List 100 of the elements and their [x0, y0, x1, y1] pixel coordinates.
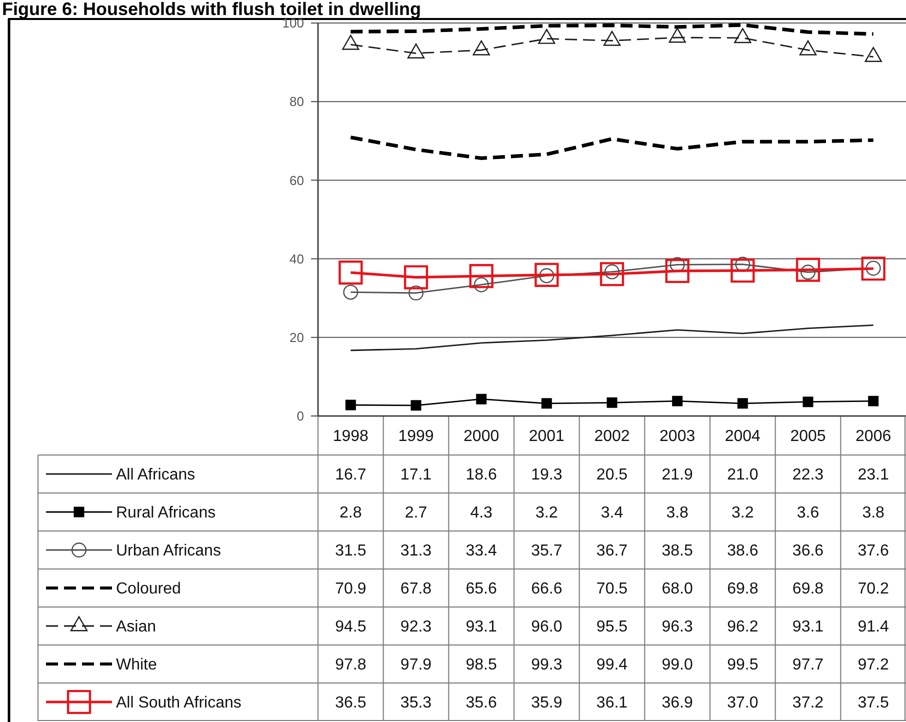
- data-label: 37.5: [858, 694, 890, 712]
- data-label: 35.9: [531, 694, 562, 712]
- data-label: 3.8: [862, 504, 885, 522]
- data-label: 96.0: [531, 618, 562, 636]
- data-label: 3.8: [666, 504, 689, 522]
- legend-label: Asian: [116, 618, 156, 636]
- x-tick-label: 2004: [724, 428, 761, 446]
- point: [868, 396, 879, 406]
- data-label: 38.6: [727, 542, 758, 560]
- x-tick-label: 2006: [856, 428, 892, 446]
- data-label: 36.6: [792, 542, 824, 560]
- point: [407, 43, 425, 58]
- point: [469, 264, 494, 288]
- data-label: 91.4: [858, 618, 890, 636]
- data-label: 2.7: [404, 504, 428, 522]
- point: [734, 28, 752, 44]
- data-label: 35.6: [466, 694, 498, 712]
- data-label: 65.6: [466, 580, 498, 598]
- point: [603, 30, 621, 46]
- point: [472, 40, 490, 56]
- data-label: 97.9: [400, 656, 432, 674]
- point: [410, 400, 422, 411]
- data-label: 2.8: [340, 504, 362, 522]
- data-label: 93.1: [466, 618, 498, 636]
- point: [864, 46, 882, 62]
- x-tick-label: 1999: [398, 428, 434, 446]
- legend-label: Coloured: [116, 580, 181, 598]
- point: [343, 284, 358, 300]
- data-label: 67.8: [400, 580, 432, 598]
- point: [541, 398, 552, 409]
- data-label: 36.9: [662, 694, 694, 712]
- data-label: 97.2: [858, 656, 890, 674]
- y-tick-label: 20: [290, 330, 304, 345]
- data-label: 68.0: [662, 580, 694, 598]
- data-label: 17.1: [400, 466, 432, 484]
- data-label: 35.3: [400, 694, 432, 712]
- point: [534, 262, 559, 287]
- point: [737, 398, 748, 409]
- data-label: 36.7: [596, 542, 628, 560]
- data-label: 23.1: [858, 466, 890, 484]
- legend-label: Rural Africans: [116, 504, 216, 522]
- y-tick-label: 0: [296, 408, 304, 424]
- data-label: 31.5: [335, 542, 366, 560]
- legend-label: White: [116, 656, 157, 674]
- data-label: 38.5: [662, 542, 694, 560]
- data-label: 66.6: [531, 580, 562, 598]
- point: [338, 260, 363, 285]
- data-label: 98.5: [466, 656, 498, 674]
- data-label: 93.1: [792, 618, 824, 636]
- x-tick-label: 2005: [790, 428, 826, 446]
- point: [668, 28, 686, 43]
- data-label: 96.2: [727, 618, 758, 636]
- data-label: 37.2: [792, 694, 824, 712]
- y-tick-label: 40: [290, 251, 304, 266]
- x-tick-label: 1998: [332, 428, 369, 446]
- line-series: [348, 23, 876, 36]
- legend-label: Urban Africans: [116, 542, 221, 560]
- data-label: 20.5: [596, 466, 628, 484]
- data-label: 37.0: [727, 694, 758, 712]
- point: [799, 40, 817, 56]
- data-label: 21.0: [727, 466, 758, 484]
- data-label: 18.6: [466, 466, 498, 484]
- point: [600, 262, 624, 286]
- data-label: 37.6: [858, 542, 890, 560]
- data-label: 3.2: [732, 504, 754, 522]
- data-label: 3.6: [796, 504, 820, 522]
- legend-label: All South Africans: [116, 694, 242, 712]
- data-label: 4.3: [470, 504, 493, 522]
- data-label: 31.3: [400, 542, 432, 560]
- x-tick-label: 2001: [528, 428, 565, 446]
- line-series: [350, 324, 874, 352]
- data-label: 96.3: [662, 618, 694, 636]
- y-tick-label: 80: [290, 94, 304, 110]
- point: [408, 285, 424, 300]
- point: [342, 34, 360, 50]
- x-tick-label: 2003: [660, 428, 696, 446]
- data-label: 99.3: [531, 656, 562, 674]
- data-label: 69.8: [792, 580, 824, 598]
- point: [476, 394, 487, 404]
- data-label: 70.5: [596, 580, 628, 598]
- data-label: 70.9: [335, 580, 366, 598]
- data-label: 22.3: [792, 466, 824, 484]
- data-label: 36.5: [335, 694, 366, 712]
- point: [861, 256, 886, 281]
- legend-label: All Africans: [116, 466, 196, 484]
- data-label: 92.3: [400, 618, 432, 636]
- point: [672, 396, 683, 406]
- data-label: 19.3: [531, 466, 562, 484]
- data-label: 95.5: [596, 618, 628, 636]
- data-label: 16.7: [335, 466, 366, 484]
- point: [730, 258, 755, 283]
- data-label: 99.0: [662, 656, 694, 674]
- data-label: 21.9: [662, 466, 694, 484]
- y-tick-label: 60: [290, 172, 304, 188]
- data-label: 97.8: [335, 656, 366, 674]
- x-tick-label: 2002: [594, 428, 630, 446]
- point: [474, 277, 489, 292]
- data-label: 97.7: [792, 656, 824, 674]
- data-label: 99.4: [596, 656, 628, 674]
- point: [404, 265, 428, 290]
